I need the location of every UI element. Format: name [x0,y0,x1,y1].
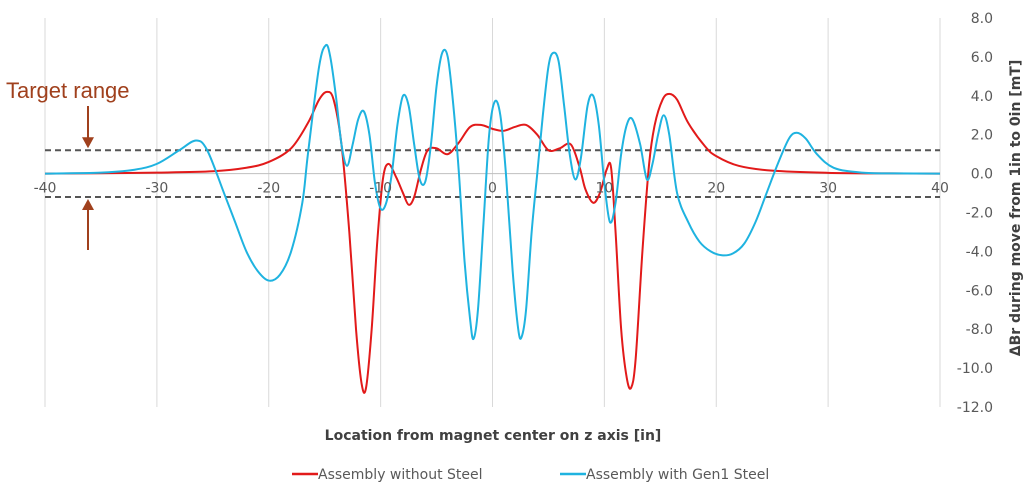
series-lines [44,43,941,394]
y-tick-label: -4.0 [966,244,993,260]
y-tick-label: -2.0 [966,206,993,222]
y-tick-label: 2.0 [971,128,993,144]
legend: Assembly without Steel Assembly with Gen… [292,467,769,483]
y-tick-label: 8.0 [971,11,993,27]
x-axis-ticks: -40 -30 -20 -10 0 10 20 30 40 [34,181,949,197]
arrow-up-icon [82,198,94,210]
y-axis-ticks: 8.0 6.0 4.0 2.0 0.0 -2.0 -4.0 -6.0 -8.0 -10.0 -12.… [957,11,993,416]
x-tick-label: 40 [931,181,949,197]
x-tick-label: 30 [819,181,837,197]
x-tick-label: 0 [488,181,497,197]
x-tick-label: 10 [595,181,613,197]
target-range-annotation: Target range [6,78,130,250]
x-tick-label: -30 [145,181,168,197]
annotation-arrows [82,106,94,250]
x-tick-label: -10 [369,181,392,197]
y-tick-label: -12.0 [957,400,993,416]
gridlines [44,18,941,407]
x-tick-label: 20 [707,181,725,197]
y-tick-label: 4.0 [971,89,993,105]
x-tick-label: -40 [34,181,57,197]
y-axis-title: ΔBr during move from 1in to 0in [mT] [1008,60,1024,357]
legend-label-without-steel: Assembly without Steel [318,467,483,483]
legend-label-with-gen1-steel: Assembly with Gen1 Steel [586,467,769,483]
arrow-down-icon [82,137,94,149]
y-tick-label: -10.0 [957,361,993,377]
target-range-lines [45,149,940,198]
y-tick-label: 0.0 [971,167,993,183]
y-tick-label: 6.0 [971,50,993,66]
x-tick-label: -20 [257,181,280,197]
x-axis-title: Location from magnet center on z axis [i… [325,428,662,444]
series-line-with-gen1-steel [44,43,941,341]
annotation-label: Target range [6,78,130,103]
y-tick-label: -8.0 [966,322,993,338]
y-tick-label: -6.0 [966,283,993,299]
